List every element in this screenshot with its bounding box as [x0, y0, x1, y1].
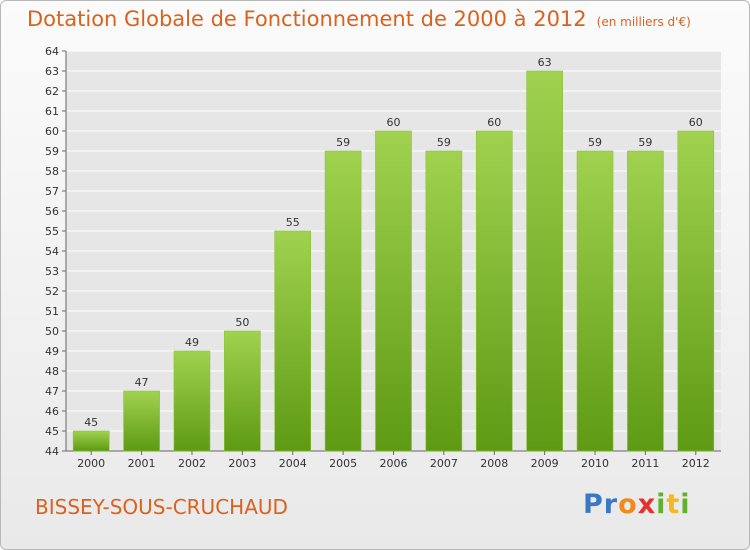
y-tick-label: 62 — [45, 85, 59, 98]
bar — [627, 150, 664, 452]
logo-letter: x — [637, 489, 657, 520]
y-tick-label: 51 — [45, 305, 59, 318]
bar — [526, 70, 563, 452]
data-label: 59 — [336, 136, 350, 149]
y-tick-label: 46 — [45, 405, 59, 418]
logo-letter: P — [583, 489, 604, 520]
bar — [123, 390, 160, 452]
bar — [274, 230, 312, 452]
data-label: 60 — [487, 116, 501, 129]
bar — [375, 130, 412, 452]
y-tick-label: 59 — [45, 145, 59, 158]
bar — [677, 130, 715, 452]
x-tick-label: 2000 — [77, 457, 105, 470]
logo-letter: i — [656, 489, 667, 520]
data-label: 50 — [235, 316, 249, 329]
y-tick-label: 49 — [45, 345, 59, 358]
y-tick-label: 45 — [45, 425, 59, 438]
y-tick-label: 56 — [45, 205, 59, 218]
y-tick-label: 61 — [45, 105, 59, 118]
bar — [425, 150, 463, 452]
data-label: 60 — [689, 116, 703, 129]
x-tick-label: 2002 — [178, 457, 206, 470]
data-label: 59 — [588, 136, 602, 149]
unit-note: (en milliers d'€) — [596, 15, 691, 29]
x-tick-label: 2011 — [631, 457, 659, 470]
x-tick-label: 2008 — [480, 457, 508, 470]
x-tick-label: 2010 — [581, 457, 609, 470]
commune-name: BISSEY-SOUS-CRUCHAUD — [35, 495, 288, 519]
bar — [173, 350, 211, 452]
x-tick-label: 2001 — [128, 457, 156, 470]
data-label: 59 — [638, 136, 652, 149]
y-tick-label: 48 — [45, 365, 59, 378]
x-tick-label: 2003 — [228, 457, 256, 470]
y-tick-label: 53 — [45, 265, 59, 278]
x-tick-label: 2007 — [430, 457, 458, 470]
title-text: Dotation Globale de Fonctionnement de 20… — [27, 7, 587, 31]
logo-letter: r — [603, 489, 619, 520]
bar — [576, 150, 614, 452]
y-tick-label: 58 — [45, 165, 59, 178]
y-tick-label: 63 — [45, 65, 59, 78]
y-tick-label: 57 — [45, 185, 59, 198]
x-tick-label: 2006 — [380, 457, 408, 470]
logo-letter: o — [618, 489, 638, 520]
bar — [475, 130, 513, 452]
data-label: 59 — [437, 136, 451, 149]
x-tick-label: 2012 — [682, 457, 710, 470]
y-tick-label: 60 — [45, 125, 59, 138]
data-label: 60 — [387, 116, 401, 129]
bar — [224, 330, 261, 452]
x-tick-label: 2005 — [329, 457, 357, 470]
y-tick-label: 47 — [45, 385, 59, 398]
data-label: 45 — [84, 416, 98, 429]
y-tick-label: 64 — [45, 45, 59, 58]
data-label: 49 — [185, 336, 199, 349]
y-tick-label: 52 — [45, 285, 59, 298]
bar — [72, 430, 110, 452]
y-tick-label: 54 — [45, 245, 59, 258]
x-tick-label: 2004 — [279, 457, 307, 470]
logo-letter: t — [666, 489, 681, 520]
data-label: 55 — [286, 216, 300, 229]
chart-title: Dotation Globale de Fonctionnement de 20… — [27, 7, 691, 31]
proxiti-logo: Proxiti — [583, 489, 691, 520]
y-tick-label: 55 — [45, 225, 59, 238]
y-tick-label: 44 — [45, 445, 59, 458]
logo-letter: i — [680, 489, 691, 520]
data-label: 47 — [135, 376, 149, 389]
x-tick-label: 2009 — [531, 457, 559, 470]
y-tick-label: 50 — [45, 325, 59, 338]
data-label: 63 — [538, 56, 552, 69]
bar — [324, 150, 362, 452]
